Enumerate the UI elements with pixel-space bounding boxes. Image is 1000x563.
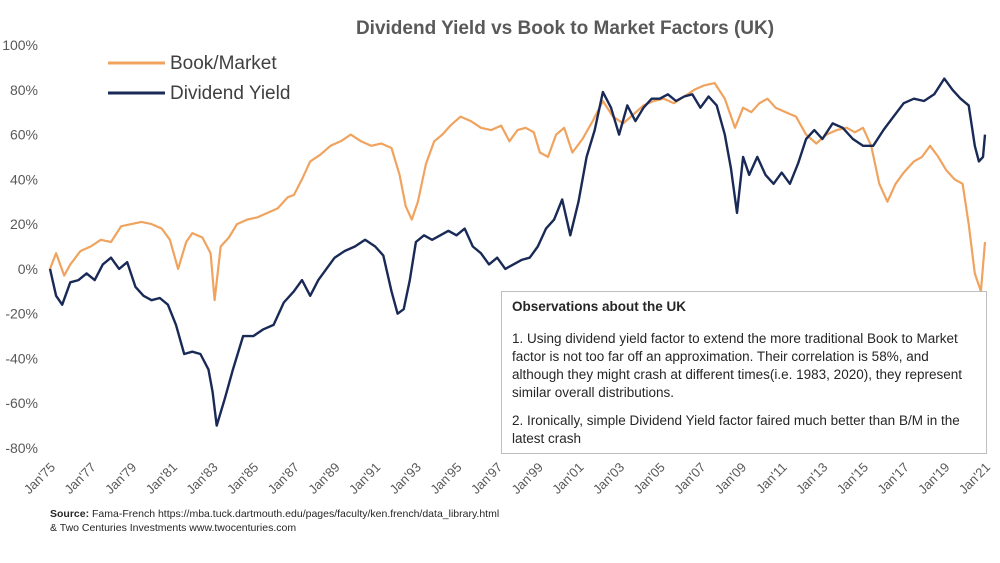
chart-title: Dividend Yield vs Book to Market Factors…	[356, 18, 774, 39]
x-tick-label: Jan'77	[61, 460, 98, 497]
legend: Book/Market Dividend Yield	[108, 53, 290, 104]
x-tick-label: Jan'89	[305, 460, 342, 497]
y-tick-label: 40%	[10, 171, 38, 187]
x-tick-label: Jan'13	[793, 460, 830, 497]
y-tick-label: -20%	[5, 306, 38, 322]
legend-label-dividend-yield: Dividend Yield	[170, 83, 290, 104]
source-label: Source:	[50, 508, 90, 520]
y-tick-label: 0%	[18, 261, 38, 277]
x-tick-label: Jan'87	[265, 460, 302, 497]
x-tick-label: Jan'97	[468, 460, 505, 497]
x-tick-label: Jan'15	[834, 460, 871, 497]
x-axis: Jan'75 Jan'77 Jan'79 Jan'81 Jan'83 Jan'85 Jan'…	[21, 460, 993, 497]
x-tick-label: Jan'75	[21, 460, 58, 497]
source-line-1: Fama-French https://mba.tuck.dartmouth.e…	[92, 508, 500, 520]
series-line-book-market	[48, 81, 987, 302]
observations-heading: Observations about the UK	[512, 299, 687, 314]
y-tick-label: 60%	[10, 127, 38, 143]
source-note: Source: Fama-French https://mba.tuck.dar…	[50, 507, 499, 535]
y-tick-label: -60%	[5, 395, 38, 411]
x-tick-label: Jan'85	[224, 460, 261, 497]
y-tick-label: -80%	[5, 440, 38, 456]
observation-point-1: 1. Using dividend yield factor to extend…	[512, 331, 963, 400]
observations-box: Observations about the UK 1. Using divid…	[501, 291, 987, 454]
x-tick-label: Jan'11	[753, 460, 790, 497]
x-tick-label: Jan'99	[509, 460, 546, 497]
y-tick-label: 100%	[2, 37, 38, 53]
x-tick-label: Jan'79	[102, 460, 139, 497]
x-tick-label: Jan'05	[630, 460, 667, 497]
observation-point-2: 2. Ironically, simple Dividend Yield fac…	[512, 413, 960, 446]
x-tick-label: Jan'81	[143, 460, 180, 497]
x-tick-label: Jan'21	[956, 460, 993, 497]
x-tick-label: Jan'83	[183, 460, 220, 497]
x-tick-label: Jan'93	[387, 460, 424, 497]
series-line-dividend-yield	[48, 77, 987, 427]
y-tick-label: 80%	[10, 82, 38, 98]
legend-label-book-market: Book/Market	[170, 53, 277, 74]
x-tick-label: Jan'17	[874, 460, 911, 497]
x-tick-label: Jan'95	[427, 460, 464, 497]
x-tick-label: Jan'03	[590, 460, 627, 497]
source-line-2: & Two Centuries Investments www.twocentu…	[50, 522, 297, 534]
x-tick-label: Jan'91	[346, 460, 383, 497]
y-axis: 100% 80% 60% 40% 20% 0% -20% -40% -60% -80%	[2, 37, 38, 456]
y-tick-label: -40%	[5, 350, 38, 366]
x-tick-label: Jan'09	[712, 460, 749, 497]
x-tick-label: Jan'07	[671, 460, 708, 497]
x-tick-label: Jan'19	[915, 460, 952, 497]
x-tick-label: Jan'01	[549, 460, 586, 497]
y-tick-label: 20%	[10, 216, 38, 232]
series-lines	[48, 77, 987, 427]
